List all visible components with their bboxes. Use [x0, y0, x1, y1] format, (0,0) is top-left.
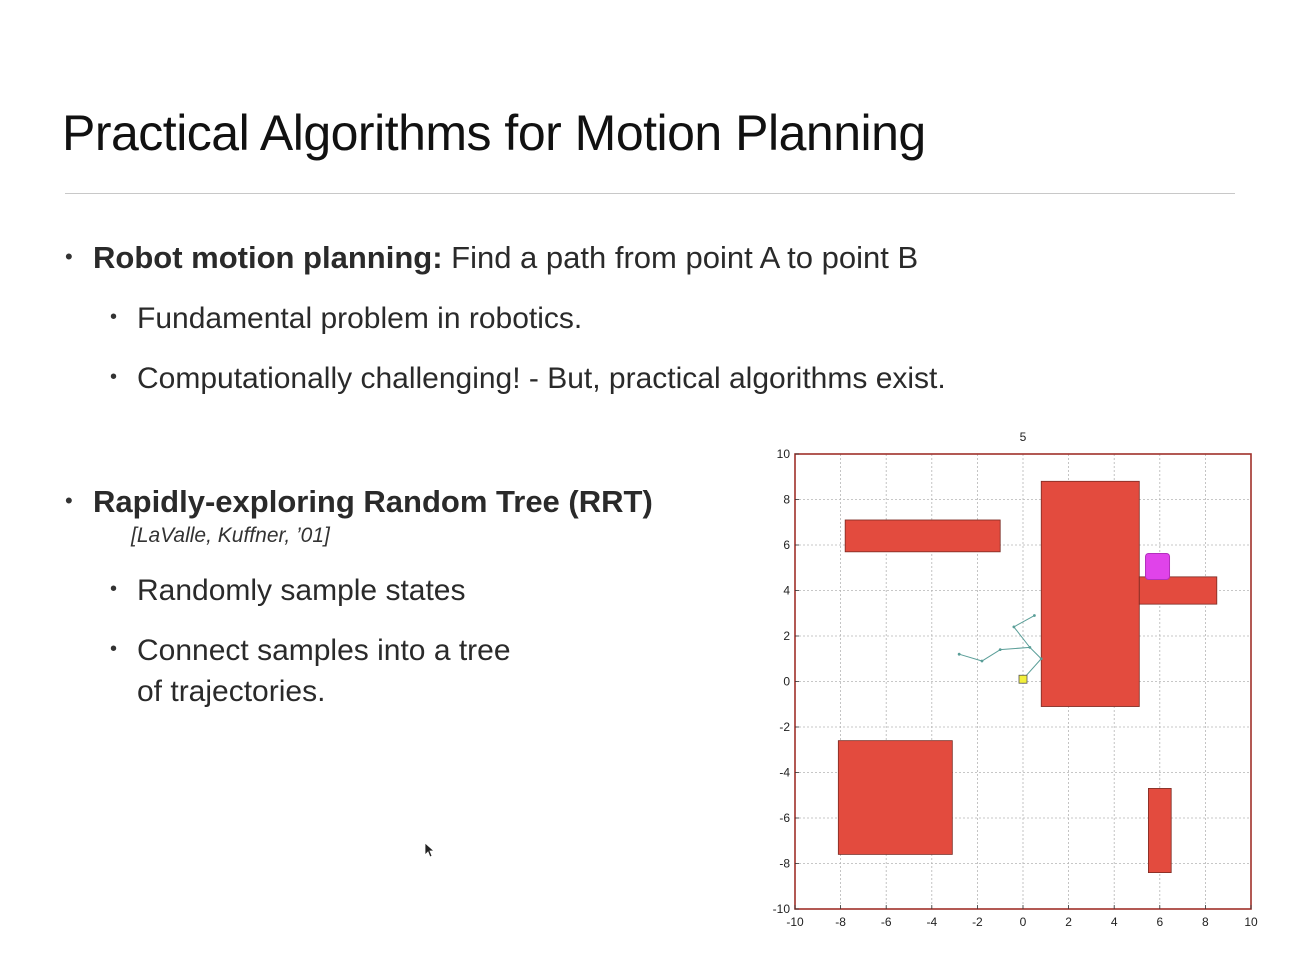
mouse-pointer-icon — [424, 842, 434, 858]
bullet-dot: • — [110, 366, 118, 388]
bullet-robot-motion-planning: • Robot motion planning: Find a path fro… — [65, 240, 919, 276]
x-tick-label: -4 — [926, 915, 937, 929]
y-tick-label: 6 — [783, 538, 790, 552]
tree-edge — [1013, 615, 1035, 628]
x-tick-label: 10 — [1244, 915, 1258, 929]
y-tick-label: 0 — [783, 675, 790, 689]
bullet-dot: • — [110, 306, 118, 328]
bullet-text: Find a path from point A to point B — [442, 240, 919, 275]
obstacle-5 — [1147, 788, 1172, 873]
y-tick-label: -6 — [779, 811, 790, 825]
tree-node — [1028, 645, 1032, 649]
start-marker — [1018, 674, 1028, 684]
tree-edge — [1029, 647, 1042, 660]
x-tick-label: 6 — [1156, 915, 1163, 929]
y-tick-label: -8 — [779, 857, 790, 871]
tree-edge — [981, 649, 1001, 662]
sub-bullet-computationally: • Computationally challenging! - But, pr… — [110, 362, 946, 396]
obstacle-1 — [844, 519, 1001, 553]
bullet-dot: • — [110, 638, 118, 660]
tree-node — [1033, 614, 1036, 617]
y-tick-label: 8 — [783, 493, 790, 507]
y-tick-label: -10 — [773, 902, 791, 916]
tree-node — [998, 648, 1002, 652]
plot-title: 5 — [1020, 430, 1027, 444]
obstacle-3 — [1138, 576, 1218, 605]
y-tick-label: 4 — [783, 584, 790, 598]
x-tick-label: -2 — [972, 915, 983, 929]
x-tick-label: -8 — [835, 915, 846, 929]
tree-edge — [1013, 626, 1031, 648]
y-tick-label: 10 — [777, 447, 791, 461]
bullet-text: Fundamental problem in robotics. — [137, 302, 583, 335]
tree-node — [980, 659, 984, 663]
tree-node — [957, 652, 961, 656]
bullet-dot: • — [110, 578, 118, 600]
sub-bullet-connect-samples-continued: of trajectories. — [137, 675, 325, 709]
tree-edge — [1000, 646, 1030, 651]
sub-bullet-randomly-sample: • Randomly sample states — [110, 574, 466, 608]
y-tick-label: -2 — [779, 720, 790, 734]
x-tick-label: 0 — [1020, 915, 1027, 929]
x-tick-label: -10 — [786, 915, 804, 929]
obstacle-2 — [1040, 480, 1140, 707]
y-tick-label: 2 — [783, 629, 790, 643]
bullet-rrt: • Rapidly-exploring Random Tree (RRT) — [65, 484, 653, 520]
slide-title: Practical Algorithms for Motion Planning — [62, 105, 926, 161]
bullet-text: Randomly sample states — [137, 574, 466, 607]
tree-node — [1039, 657, 1043, 661]
bullet-text: of trajectories. — [137, 675, 326, 708]
bullet-bold-label: Rapidly-exploring Random Tree (RRT) — [93, 484, 653, 519]
y-tick-label: -4 — [779, 766, 790, 780]
bullet-bold-label: Robot motion planning: — [93, 240, 443, 275]
title-divider — [65, 193, 1235, 194]
sub-bullet-fundamental: • Fundamental problem in robotics. — [110, 302, 583, 336]
bullet-text: Computationally challenging! - But, prac… — [137, 362, 946, 395]
obstacle-4 — [837, 740, 953, 855]
sub-bullet-connect-samples: • Connect samples into a tree — [110, 634, 511, 668]
citation: [LaValle, Kuffner, ’01] — [131, 524, 330, 547]
goal-region — [1145, 552, 1171, 580]
x-tick-label: 8 — [1202, 915, 1209, 929]
bullet-text: Connect samples into a tree — [137, 634, 511, 667]
x-tick-label: 4 — [1111, 915, 1118, 929]
x-tick-label: 2 — [1065, 915, 1072, 929]
bullet-dot: • — [65, 244, 73, 269]
rrt-plot: -10 -8 -6 -4 -2 0 2 4 6 8 10 10 8 6 4 2 0 -2 -4 -6 -8 -10 5 — [760, 425, 1280, 945]
bullet-dot: • — [65, 488, 73, 513]
x-tick-label: -6 — [881, 915, 892, 929]
tree-node — [1012, 625, 1016, 629]
rrt-plot-svg: -10 -8 -6 -4 -2 0 2 4 6 8 10 10 8 6 4 2 0 -2 -4 -6 -8 -10 5 — [773, 430, 1258, 929]
tree-edge — [959, 653, 983, 662]
